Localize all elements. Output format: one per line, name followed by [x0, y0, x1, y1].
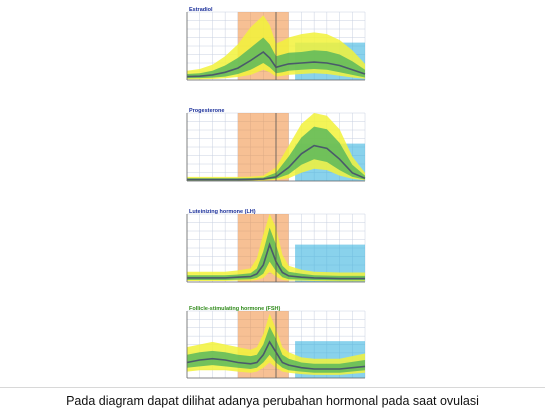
- figure-caption: Pada diagram dapat dilihat adanya peruba…: [66, 394, 479, 408]
- chart-title: Estradiol: [189, 7, 213, 13]
- figure-frame: [0, 387, 545, 388]
- average-line: [187, 242, 365, 280]
- chart-title: Follicle-stimulating hormone (FSH): [189, 306, 281, 312]
- average-line: [186, 340, 366, 370]
- panel-lh: Luteinizing hormone (LH): [175, 204, 371, 290]
- chart-title: Progesterone: [189, 108, 224, 114]
- panel-progesterone: Progesterone: [175, 103, 371, 189]
- panel-estradiol: Estradiol: [175, 2, 371, 88]
- panel-fsh: Follicle-stimulating hormone (FSH): [175, 301, 371, 386]
- lh-chart: Luteinizing hormone (LH): [186, 209, 366, 283]
- inner-range-band: [187, 126, 365, 181]
- fsh-chart: Follicle-stimulating hormone (FSH): [186, 306, 366, 379]
- estradiol-chart: Estradiol: [186, 7, 366, 81]
- progesterone-chart: Progesterone: [186, 108, 366, 182]
- chart-title: Luteinizing hormone (LH): [189, 209, 256, 215]
